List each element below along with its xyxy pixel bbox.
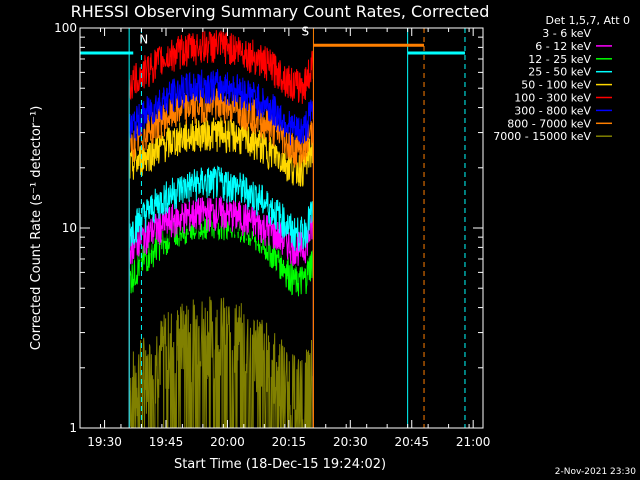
series-line (128, 165, 314, 428)
footer-timestamp: 2-Nov-2021 23:30 (555, 467, 637, 477)
x-tick-label: 19:30 (87, 435, 122, 449)
legend-header: Det 1,5,7, Att 0 (546, 14, 630, 27)
x-tick-label: 20:00 (210, 435, 245, 449)
x-tick-label: 19:45 (149, 435, 184, 449)
y-tick-label: 1 (69, 421, 77, 435)
legend-entry-label: 50 - 100 keV (521, 79, 591, 92)
flag-label: N (139, 32, 148, 46)
x-tick-label: 21:00 (456, 435, 491, 449)
x-tick-label: 20:15 (272, 435, 307, 449)
series-line (128, 87, 314, 428)
series-line (128, 205, 314, 428)
series-line (128, 296, 314, 429)
legend-entry-label: 100 - 300 keV (514, 92, 591, 105)
legend-entry-label: 800 - 7000 keV (507, 117, 591, 130)
x-tick-label: 20:45 (394, 435, 429, 449)
x-axis-label: Start Time (18-Dec-15 19:24:02) (174, 457, 386, 472)
legend-entry-label: 25 - 50 keV (528, 66, 591, 79)
legend-entry-label: 3 - 6 keV (542, 27, 591, 40)
series-line (128, 117, 314, 428)
series-layer (128, 30, 314, 429)
y-tick-label: 100 (54, 21, 77, 35)
y-axis-label: Corrected Count Rate (s⁻¹ detector⁻¹) (29, 106, 44, 351)
legend-entry-label: 7000 - 15000 keV (493, 130, 591, 143)
chart-title: RHESSI Observing Summary Count Rates, Co… (71, 2, 490, 21)
legend-entry-label: 12 - 25 keV (528, 53, 591, 66)
series-line (128, 195, 314, 428)
series-line (128, 30, 314, 428)
axis-layer: 19:30 19:45 20:00 20:15 20:30 20:45 21:00 1 10 10… (54, 21, 490, 449)
x-tick-label: 20:30 (333, 435, 368, 449)
y-tick-label: 10 (62, 221, 77, 235)
series-line (128, 69, 314, 428)
legend-entry-label: 300 - 800 keV (514, 104, 591, 117)
legend-entry-label: 6 - 12 keV (535, 40, 591, 53)
